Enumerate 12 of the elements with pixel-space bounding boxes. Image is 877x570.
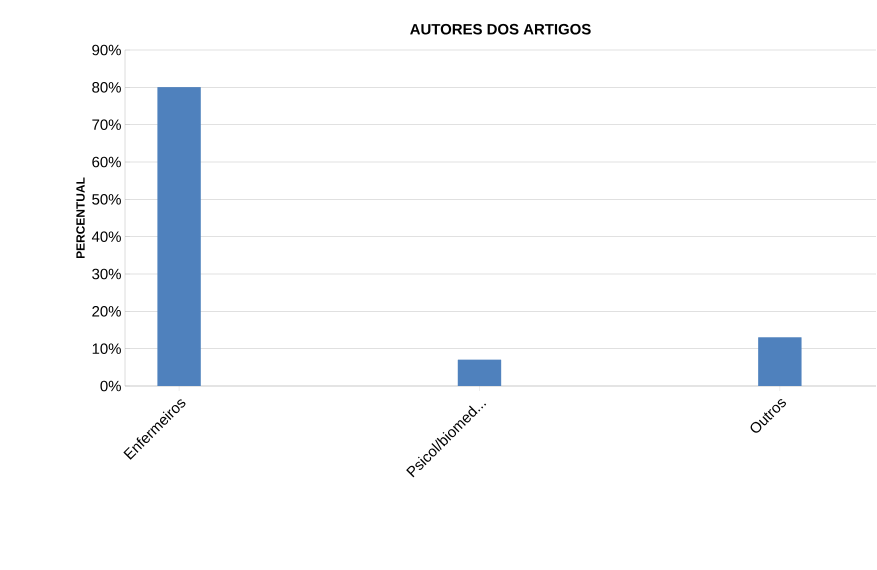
y-tick-label: 30%	[92, 268, 121, 280]
chart-title: AUTORES DOS ARTIGOS	[410, 24, 591, 34]
y-tick-label: 10%	[92, 343, 121, 354]
y-tick-label: 60%	[92, 156, 121, 168]
y-tick-label: 90%	[92, 44, 121, 56]
y-tick-label: 70%	[92, 119, 121, 130]
y-tick-label: 0%	[100, 380, 121, 392]
y-axis-title: PERCENTUAL	[76, 178, 85, 258]
y-tick-label: 40%	[92, 231, 121, 242]
y-tick-label: 20%	[92, 306, 121, 317]
y-tick-label: 80%	[92, 82, 121, 93]
y-tick-label: 50%	[92, 194, 121, 205]
